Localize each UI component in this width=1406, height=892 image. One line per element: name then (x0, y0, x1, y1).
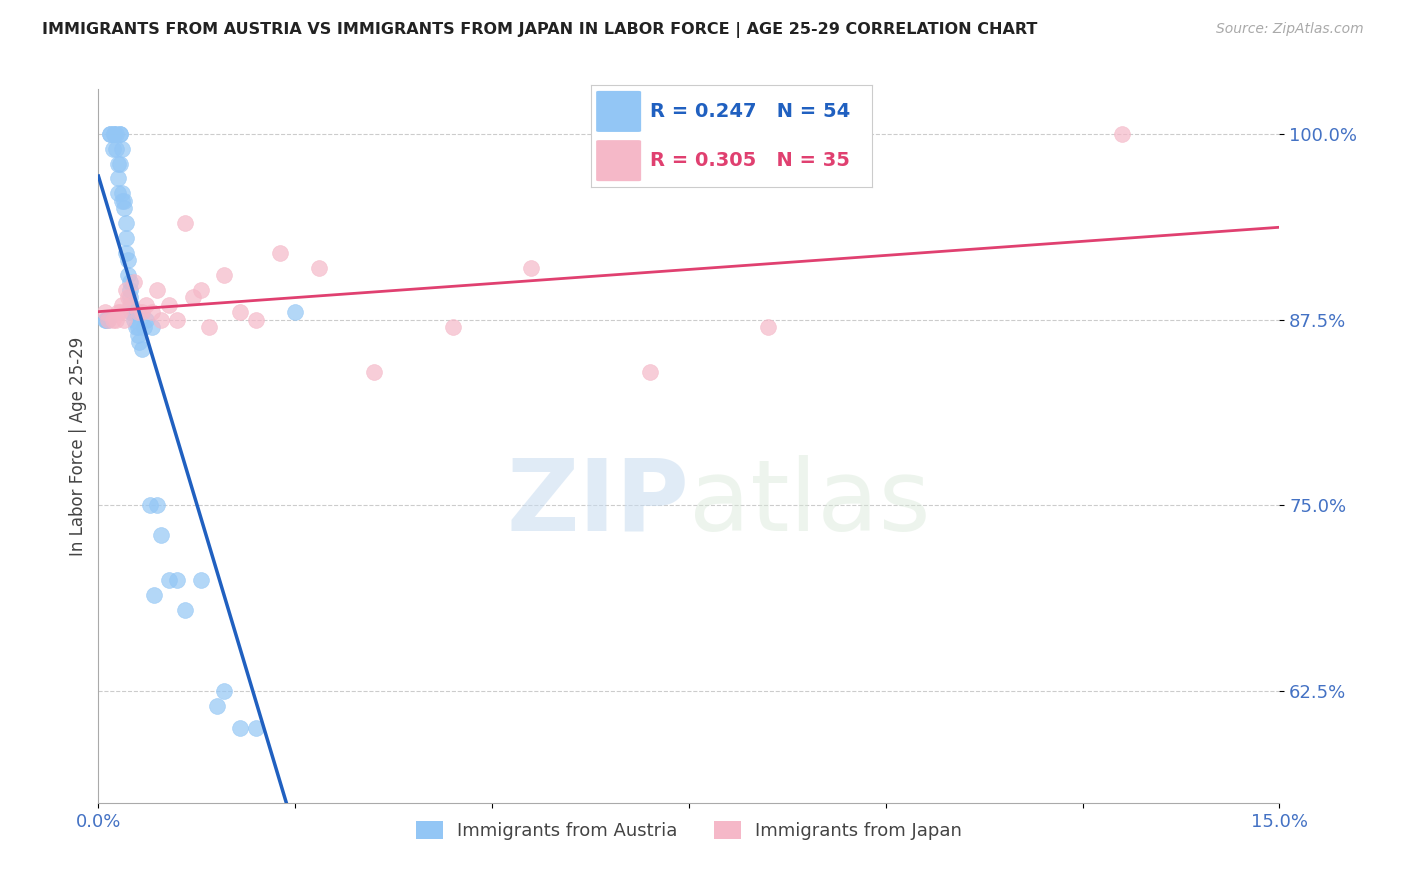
Point (166, 312, 188, 326)
Point (115, 283, 138, 297)
Point (131, 343, 153, 357)
Point (181, 290, 204, 304)
Text: R = 0.247   N = 54: R = 0.247 N = 54 (650, 102, 849, 121)
Point (245, 722, 267, 736)
Point (101, 312, 124, 326)
Point (638, 365, 661, 379)
Point (190, 573, 212, 587)
Point (104, 312, 127, 326)
Point (112, 194, 135, 208)
Point (269, 245, 291, 260)
Point (118, 290, 141, 304)
Point (117, 253, 139, 268)
Point (110, 305, 132, 319)
Point (112, 201, 135, 215)
Text: R = 0.305   N = 35: R = 0.305 N = 35 (650, 151, 849, 170)
Point (107, 171, 129, 186)
Point (97, 312, 120, 326)
Point (115, 216, 138, 230)
Point (103, 127, 125, 141)
Point (308, 260, 330, 275)
FancyBboxPatch shape (596, 140, 641, 181)
Point (157, 573, 180, 587)
Point (118, 283, 141, 297)
Y-axis label: In Labor Force | Age 25-29: In Labor Force | Age 25-29 (69, 336, 87, 556)
Point (132, 320, 155, 334)
Point (127, 320, 149, 334)
Point (97, 312, 120, 326)
Point (122, 312, 145, 326)
Point (110, 127, 132, 141)
Point (363, 365, 385, 379)
Point (197, 320, 219, 334)
Point (111, 142, 134, 156)
Point (121, 305, 143, 319)
Point (142, 588, 165, 602)
Point (111, 186, 134, 201)
Point (121, 298, 143, 312)
Point (118, 276, 141, 290)
Point (104, 127, 127, 141)
Point (229, 305, 252, 319)
Point (125, 320, 148, 334)
Point (112, 312, 135, 326)
Point (135, 312, 157, 326)
Text: atlas: atlas (689, 455, 931, 551)
Point (117, 290, 139, 304)
Point (93, 305, 115, 319)
Point (131, 305, 153, 319)
FancyBboxPatch shape (596, 91, 641, 132)
Point (117, 268, 139, 282)
Point (101, 142, 124, 156)
Point (284, 305, 307, 319)
Point (135, 298, 157, 312)
Point (174, 216, 197, 230)
Point (756, 320, 779, 334)
Point (127, 305, 149, 319)
Point (110, 156, 132, 170)
Point (146, 499, 169, 513)
Point (141, 320, 163, 334)
Point (214, 684, 236, 698)
Point (128, 334, 150, 349)
Point (157, 298, 180, 312)
Point (1111, 127, 1133, 141)
Text: ZIP: ZIP (506, 455, 689, 551)
Point (111, 194, 134, 208)
Text: IMMIGRANTS FROM AUSTRIA VS IMMIGRANTS FROM JAPAN IN LABOR FORCE | AGE 25-29 CORR: IMMIGRANTS FROM AUSTRIA VS IMMIGRANTS FR… (42, 22, 1038, 38)
Point (150, 528, 173, 542)
Point (122, 305, 145, 319)
Point (115, 245, 138, 260)
Point (214, 268, 236, 282)
Point (150, 312, 173, 326)
Text: Source: ZipAtlas.com: Source: ZipAtlas.com (1216, 22, 1364, 37)
Point (127, 327, 149, 342)
Point (520, 260, 543, 275)
Point (115, 231, 138, 245)
Point (104, 142, 127, 156)
Point (98, 127, 121, 141)
Point (122, 276, 145, 290)
Point (93, 312, 115, 326)
Legend: Immigrants from Austria, Immigrants from Japan: Immigrants from Austria, Immigrants from… (409, 814, 969, 847)
Point (245, 312, 267, 326)
Point (111, 298, 134, 312)
Point (146, 283, 169, 297)
Point (141, 305, 163, 319)
Point (110, 127, 132, 141)
Point (441, 320, 464, 334)
Point (138, 499, 160, 513)
Point (107, 186, 129, 201)
Point (107, 305, 129, 319)
Point (107, 156, 129, 170)
Point (103, 127, 125, 141)
Point (190, 283, 212, 297)
Point (205, 699, 228, 714)
Point (174, 602, 197, 616)
Point (118, 298, 141, 312)
Point (166, 573, 188, 587)
Point (96, 312, 118, 326)
Point (229, 722, 252, 736)
Point (98, 127, 121, 141)
